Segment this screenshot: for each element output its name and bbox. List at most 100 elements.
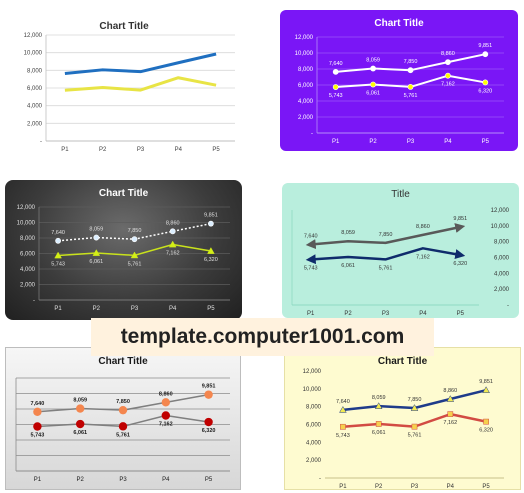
x-tick-label: P2 [344, 311, 352, 317]
y-tick-label: 4,000 [494, 271, 510, 277]
series-line [64, 52, 217, 76]
data-point [332, 84, 339, 90]
data-label: 8,059 [366, 58, 380, 64]
y-tick-label: 6,000 [306, 423, 322, 429]
data-point [118, 422, 128, 431]
data-label: 7,850 [116, 399, 130, 405]
data-label: 7,640 [51, 230, 65, 236]
data-label: 8,860 [441, 51, 455, 57]
data-label: 8,860 [443, 388, 457, 394]
data-point [161, 411, 170, 420]
y-tick-label: 4,000 [298, 99, 314, 105]
data-label: 8,059 [341, 230, 355, 236]
x-tick-label: P3 [119, 477, 127, 483]
data-point [76, 419, 85, 429]
data-label: 6,320 [204, 257, 218, 263]
x-tick-label: P1 [307, 311, 315, 317]
x-tick-label: P4 [419, 311, 427, 317]
data-label: 5,761 [128, 261, 142, 267]
data-label: 8,860 [159, 391, 173, 397]
x-tick-label: P5 [482, 139, 490, 145]
data-label: 6,061 [73, 430, 87, 436]
data-label: 7,640 [336, 399, 350, 405]
y-tick-label: 12,000 [17, 205, 36, 211]
data-point [375, 421, 382, 427]
data-label: 8,059 [372, 395, 386, 401]
chart-title: Chart Title [374, 18, 424, 29]
y-tick-label: 10,000 [303, 387, 322, 393]
y-tick-label: 2,000 [298, 115, 314, 121]
chart-title: Title [391, 189, 410, 200]
data-point [207, 220, 214, 227]
data-point [339, 405, 347, 413]
x-tick-label: P1 [54, 306, 62, 312]
data-point [93, 234, 100, 241]
data-point [407, 67, 414, 74]
data-point [370, 81, 376, 88]
data-point [207, 247, 215, 254]
y-tick-label: 6,000 [27, 86, 43, 92]
chart-panel-4: Title - 2,000 4,000 6,000 8,000 10,000 12,000 P1… [282, 183, 519, 318]
x-tick-label: P1 [61, 147, 69, 153]
data-label: 6,320 [453, 261, 467, 267]
watermark-text: template.computer1001.com [91, 318, 434, 356]
data-label: 6,320 [478, 88, 492, 94]
data-label: 9,851 [204, 213, 218, 219]
y-tick-label: 10,000 [24, 51, 43, 57]
data-label: 5,761 [379, 265, 393, 271]
y-tick-label: - [507, 303, 509, 309]
data-label: 5,743 [304, 266, 318, 272]
y-tick-label: 2,000 [20, 283, 36, 289]
data-point [370, 65, 376, 72]
data-point [33, 407, 42, 416]
data-label: 6,061 [366, 91, 380, 97]
data-point [161, 398, 170, 407]
x-tick-label: P3 [411, 484, 419, 489]
y-tick-label: 8,000 [20, 236, 36, 242]
x-tick-label: P3 [407, 139, 415, 145]
y-tick-label: 6,000 [298, 83, 314, 89]
data-label: 5,743 [31, 432, 45, 438]
data-label: 8,059 [73, 398, 87, 404]
chart-title: Chart Title [99, 21, 149, 32]
series-line [305, 223, 466, 250]
y-tick-label: 2,000 [494, 287, 510, 293]
data-label: 5,761 [116, 432, 130, 438]
data-point [55, 237, 61, 244]
data-point [92, 249, 101, 256]
data-label: 5,761 [408, 433, 422, 439]
data-point [131, 236, 138, 243]
series-line [305, 247, 466, 265]
x-tick-label: P5 [482, 484, 490, 489]
data-point [340, 423, 346, 430]
data-point [204, 390, 213, 399]
x-tick-label: P1 [34, 477, 42, 483]
x-tick-label: P2 [93, 306, 101, 312]
x-tick-label: P2 [99, 147, 107, 153]
data-label: 7,162 [443, 420, 457, 426]
data-point [33, 422, 42, 431]
data-label: 7,640 [304, 234, 318, 240]
data-point [446, 395, 455, 402]
data-point [444, 72, 451, 79]
data-point [76, 404, 85, 413]
y-tick-label: 12,000 [295, 35, 314, 41]
data-label: 8,059 [89, 227, 103, 233]
data-label: 6,320 [202, 428, 216, 434]
data-label: 9,851 [202, 384, 216, 390]
data-label: 6,320 [479, 428, 493, 434]
data-label: 7,162 [159, 421, 173, 427]
y-tick-label: - [33, 298, 35, 304]
y-tick-label: 2,000 [306, 458, 322, 464]
chart-title: Chart Title [378, 356, 428, 367]
data-label: 7,162 [416, 254, 430, 260]
data-point [332, 68, 339, 75]
y-tick-label: 8,000 [306, 405, 322, 411]
data-label: 6,061 [372, 430, 386, 436]
data-label: 5,743 [336, 433, 350, 439]
x-tick-label: P5 [212, 147, 220, 153]
data-point [130, 251, 139, 259]
data-point [411, 423, 418, 430]
data-label: 5,743 [329, 93, 343, 99]
data-point [482, 51, 489, 58]
